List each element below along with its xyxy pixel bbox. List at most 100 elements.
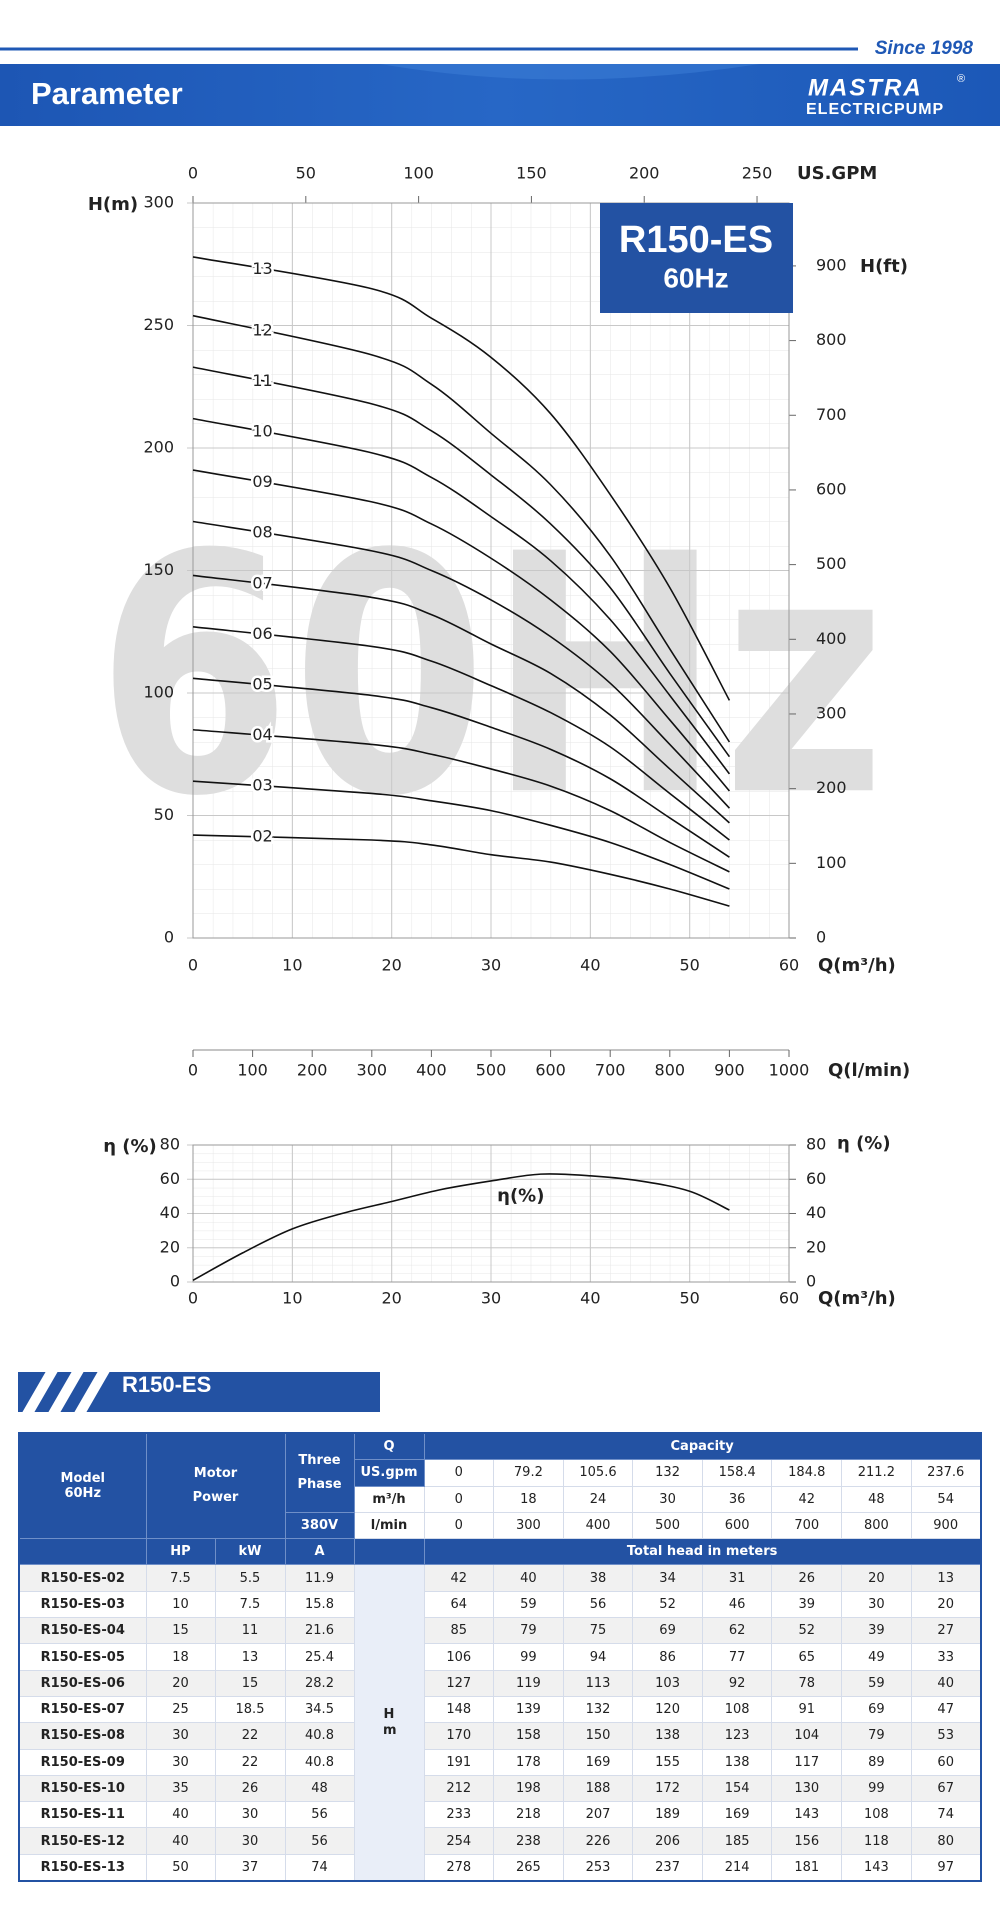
flow-value: 500	[632, 1511, 703, 1540]
motor-value: 48	[284, 1774, 355, 1803]
head-value: 65	[771, 1643, 843, 1671]
y2-tick-label: 400	[816, 629, 847, 648]
y2-tick-label: 800	[816, 330, 847, 349]
curve-label: 12	[252, 320, 272, 339]
head-value: 38	[562, 1564, 634, 1592]
head-value: 156	[771, 1827, 843, 1855]
head-value: 237	[632, 1853, 703, 1882]
since: Since 1998	[875, 38, 974, 59]
hp-header: HP	[145, 1538, 216, 1566]
flow-value: 54	[910, 1485, 982, 1513]
x3-tick-label: 900	[714, 1061, 745, 1080]
x-tick-label: 20	[381, 1289, 401, 1308]
pump-curve	[192, 417, 731, 775]
motor-value: 50	[145, 1853, 216, 1882]
flow-value: 800	[841, 1511, 912, 1540]
head-value: 46	[701, 1590, 773, 1619]
flow-value: 42	[771, 1485, 843, 1513]
chart-area: Since 1998 Parameter MASTRA ® ELECTRICPU…	[0, 38, 1000, 1309]
motor-value: 56	[284, 1801, 355, 1829]
flow-value: 132	[632, 1459, 703, 1487]
flow-unit: l/min	[353, 1511, 425, 1540]
motor-value: 25	[145, 1695, 216, 1724]
model-name: R150-ES-08	[18, 1722, 147, 1750]
x3-tick-label: 0	[188, 1061, 198, 1080]
head-value: 132	[562, 1695, 634, 1724]
head-value: 40	[493, 1564, 564, 1592]
table-banner: R150-ES	[18, 1372, 380, 1412]
header-title: Parameter	[31, 76, 183, 111]
head-value: 97	[910, 1853, 982, 1882]
y2-tick-label: 80	[806, 1135, 826, 1154]
model-header: Model 60Hz	[18, 1432, 147, 1540]
x3-tick-label: 100	[237, 1061, 268, 1080]
flow-value: 237.6	[910, 1459, 982, 1487]
flow-value: 105.6	[562, 1459, 634, 1487]
head-value: 56	[562, 1590, 634, 1619]
y-tick-label: 40	[160, 1203, 180, 1222]
y2-tick-label: 60	[806, 1169, 826, 1188]
flow-value: 184.8	[771, 1459, 843, 1487]
flow-value: 300	[493, 1511, 564, 1540]
y2-axis-label: η (%)	[837, 1133, 891, 1154]
motor-value: 18.5	[214, 1695, 286, 1724]
curve-label: 09	[252, 472, 272, 491]
kw-header: kW	[214, 1538, 286, 1566]
motor-value: 15	[145, 1617, 216, 1645]
head-value: 99	[493, 1643, 564, 1671]
head-value: 206	[632, 1827, 703, 1855]
head-value: 103	[632, 1669, 703, 1697]
x3-tick-label: 1000	[769, 1061, 810, 1080]
x3-tick-label: 500	[476, 1061, 507, 1080]
head-value: 47	[910, 1695, 982, 1724]
head-value: 119	[493, 1669, 564, 1697]
y-tick-label: 150	[143, 560, 174, 579]
table-row: R150-ES-11 40 30 56 233 218 207 189 169 143 108 74	[18, 1801, 982, 1829]
motor-value: 10	[145, 1590, 216, 1619]
model-name: R150-ES-04	[18, 1617, 147, 1645]
head-value: 120	[632, 1695, 703, 1724]
model-box	[600, 203, 793, 313]
motor-value: 21.6	[284, 1617, 355, 1645]
x-tick-label: 60	[779, 956, 799, 975]
head-value: 26	[771, 1564, 843, 1592]
motor-value: 22	[214, 1722, 286, 1750]
head-value: 104	[771, 1722, 843, 1750]
curve-label: 10	[252, 421, 272, 440]
motor-value: 56	[284, 1827, 355, 1855]
flow-unit: m³/h	[353, 1485, 425, 1513]
curve-label: 03	[252, 775, 272, 794]
head-value: 42	[423, 1564, 495, 1592]
head-value: 198	[493, 1774, 564, 1803]
curve-label: 11	[252, 371, 272, 390]
total-head-header: Total head in meters	[423, 1538, 982, 1566]
motor-value: 15.8	[284, 1590, 355, 1619]
model-name: R150-ES-05	[18, 1643, 147, 1671]
head-value: 94	[562, 1643, 634, 1671]
motor-value: 40	[145, 1801, 216, 1829]
flow-value: 700	[771, 1511, 843, 1540]
head-value: 39	[841, 1617, 912, 1645]
table-row: US.gpm 0 79.2 105.6 132 158.4 184.8 211.2 237.6	[19, 1459, 982, 1487]
flow-value: 79.2	[493, 1459, 564, 1487]
voltage-header: 380V	[284, 1511, 355, 1540]
x3-axis-label: Q(l/min)	[828, 1060, 910, 1081]
plot-frame	[192, 202, 790, 939]
motor-value: 30	[214, 1801, 286, 1829]
motor-value: 11.9	[284, 1564, 355, 1592]
table-row: R150-ES-08 30 22 40.8 170 158 150 138 123 104 79 53	[18, 1722, 982, 1750]
head-value: 52	[632, 1590, 703, 1619]
motor-value: 15	[214, 1669, 286, 1697]
head-value: 143	[771, 1801, 843, 1829]
flow-value: 24	[562, 1485, 634, 1513]
head-value: 67	[910, 1774, 982, 1803]
head-value: 233	[423, 1801, 495, 1829]
x-tick-label: 40	[580, 956, 600, 975]
model-name: R150-ES-09	[18, 1748, 147, 1776]
head-value: 99	[841, 1774, 912, 1803]
flow-value: 0	[423, 1459, 495, 1487]
pump-curve	[192, 314, 731, 743]
flow-unit: US.gpm	[353, 1459, 425, 1487]
y2-tick-label: 0	[816, 928, 826, 947]
flow-value: 0	[423, 1485, 495, 1513]
